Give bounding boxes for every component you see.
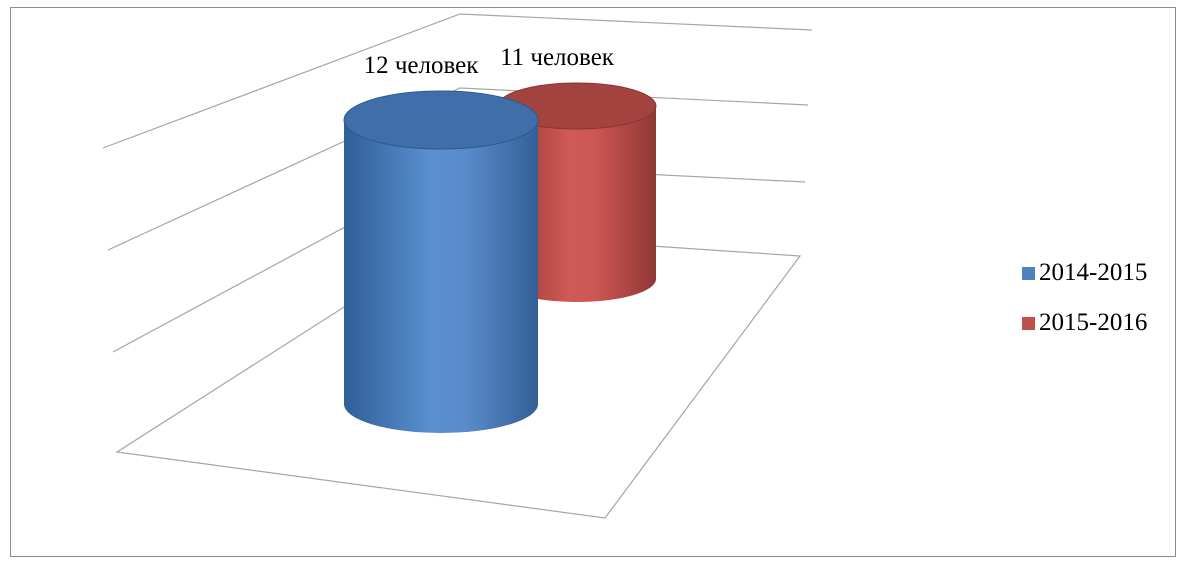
legend-swatch-red [1022,316,1035,330]
cylinder-bar-2014-2015 [344,120,538,433]
legend-label: 2015-2016 [1039,309,1148,336]
gridline [102,13,813,149]
data-label-2015-2016: 11 человек [500,44,615,71]
legend-item-2014-2015: 2014-2015 [1022,248,1147,298]
legend-swatch-blue [1022,266,1035,280]
legend-label: 2014-2015 [1039,259,1148,286]
legend: 2014-2015 2015-2016 [1022,248,1147,348]
data-label-2014-2015: 12 человек [364,52,480,79]
gridline [107,87,809,251]
legend-item-2015-2016: 2015-2016 [1022,298,1147,348]
cylinder-top-2014-2015 [343,90,539,150]
